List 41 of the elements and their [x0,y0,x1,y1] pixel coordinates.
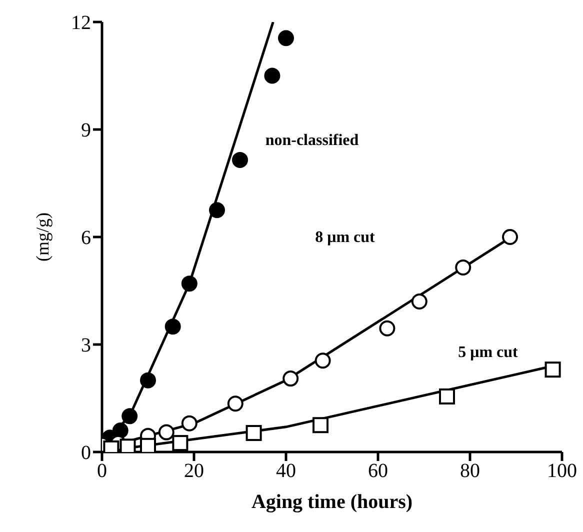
point [227,396,244,412]
point [455,259,472,276]
point [164,318,181,335]
x-axis-title: Aging time (hours) [251,491,413,513]
point [112,422,128,438]
y-tick-label: 9 [81,120,91,142]
y-tick-label: 12 [71,12,91,34]
point [172,435,188,452]
x-tick-label: 20 [184,460,204,482]
y-axis-title: (mg/g) [32,212,52,262]
x-tick-label: 100 [547,460,577,482]
point [120,438,136,452]
point [439,388,455,404]
point [246,425,262,442]
x-tick-label: 0 [97,460,107,482]
point [122,408,138,424]
point [158,424,174,440]
point [232,152,248,168]
x-tick-label: 80 [460,460,480,482]
point [278,30,294,46]
point [140,372,156,388]
point [544,362,561,378]
point [502,229,518,245]
point [312,417,328,434]
y-tick-label: 6 [81,227,91,250]
point [282,370,299,387]
y-tick-label: 0 [81,442,91,464]
annotation: 5 μm cut [458,344,519,361]
x-tick-label: 60 [368,460,388,482]
point [264,68,280,84]
y-tick-label: 3 [81,334,91,357]
annotation: non-classified [265,132,359,149]
x-tick-label: 40 [276,460,296,482]
point [181,415,198,432]
annotation: 8 μm cut [315,229,376,246]
point [181,276,198,292]
point [209,202,225,218]
point [314,352,331,369]
point [379,320,396,336]
point [411,294,428,310]
point [140,438,156,452]
